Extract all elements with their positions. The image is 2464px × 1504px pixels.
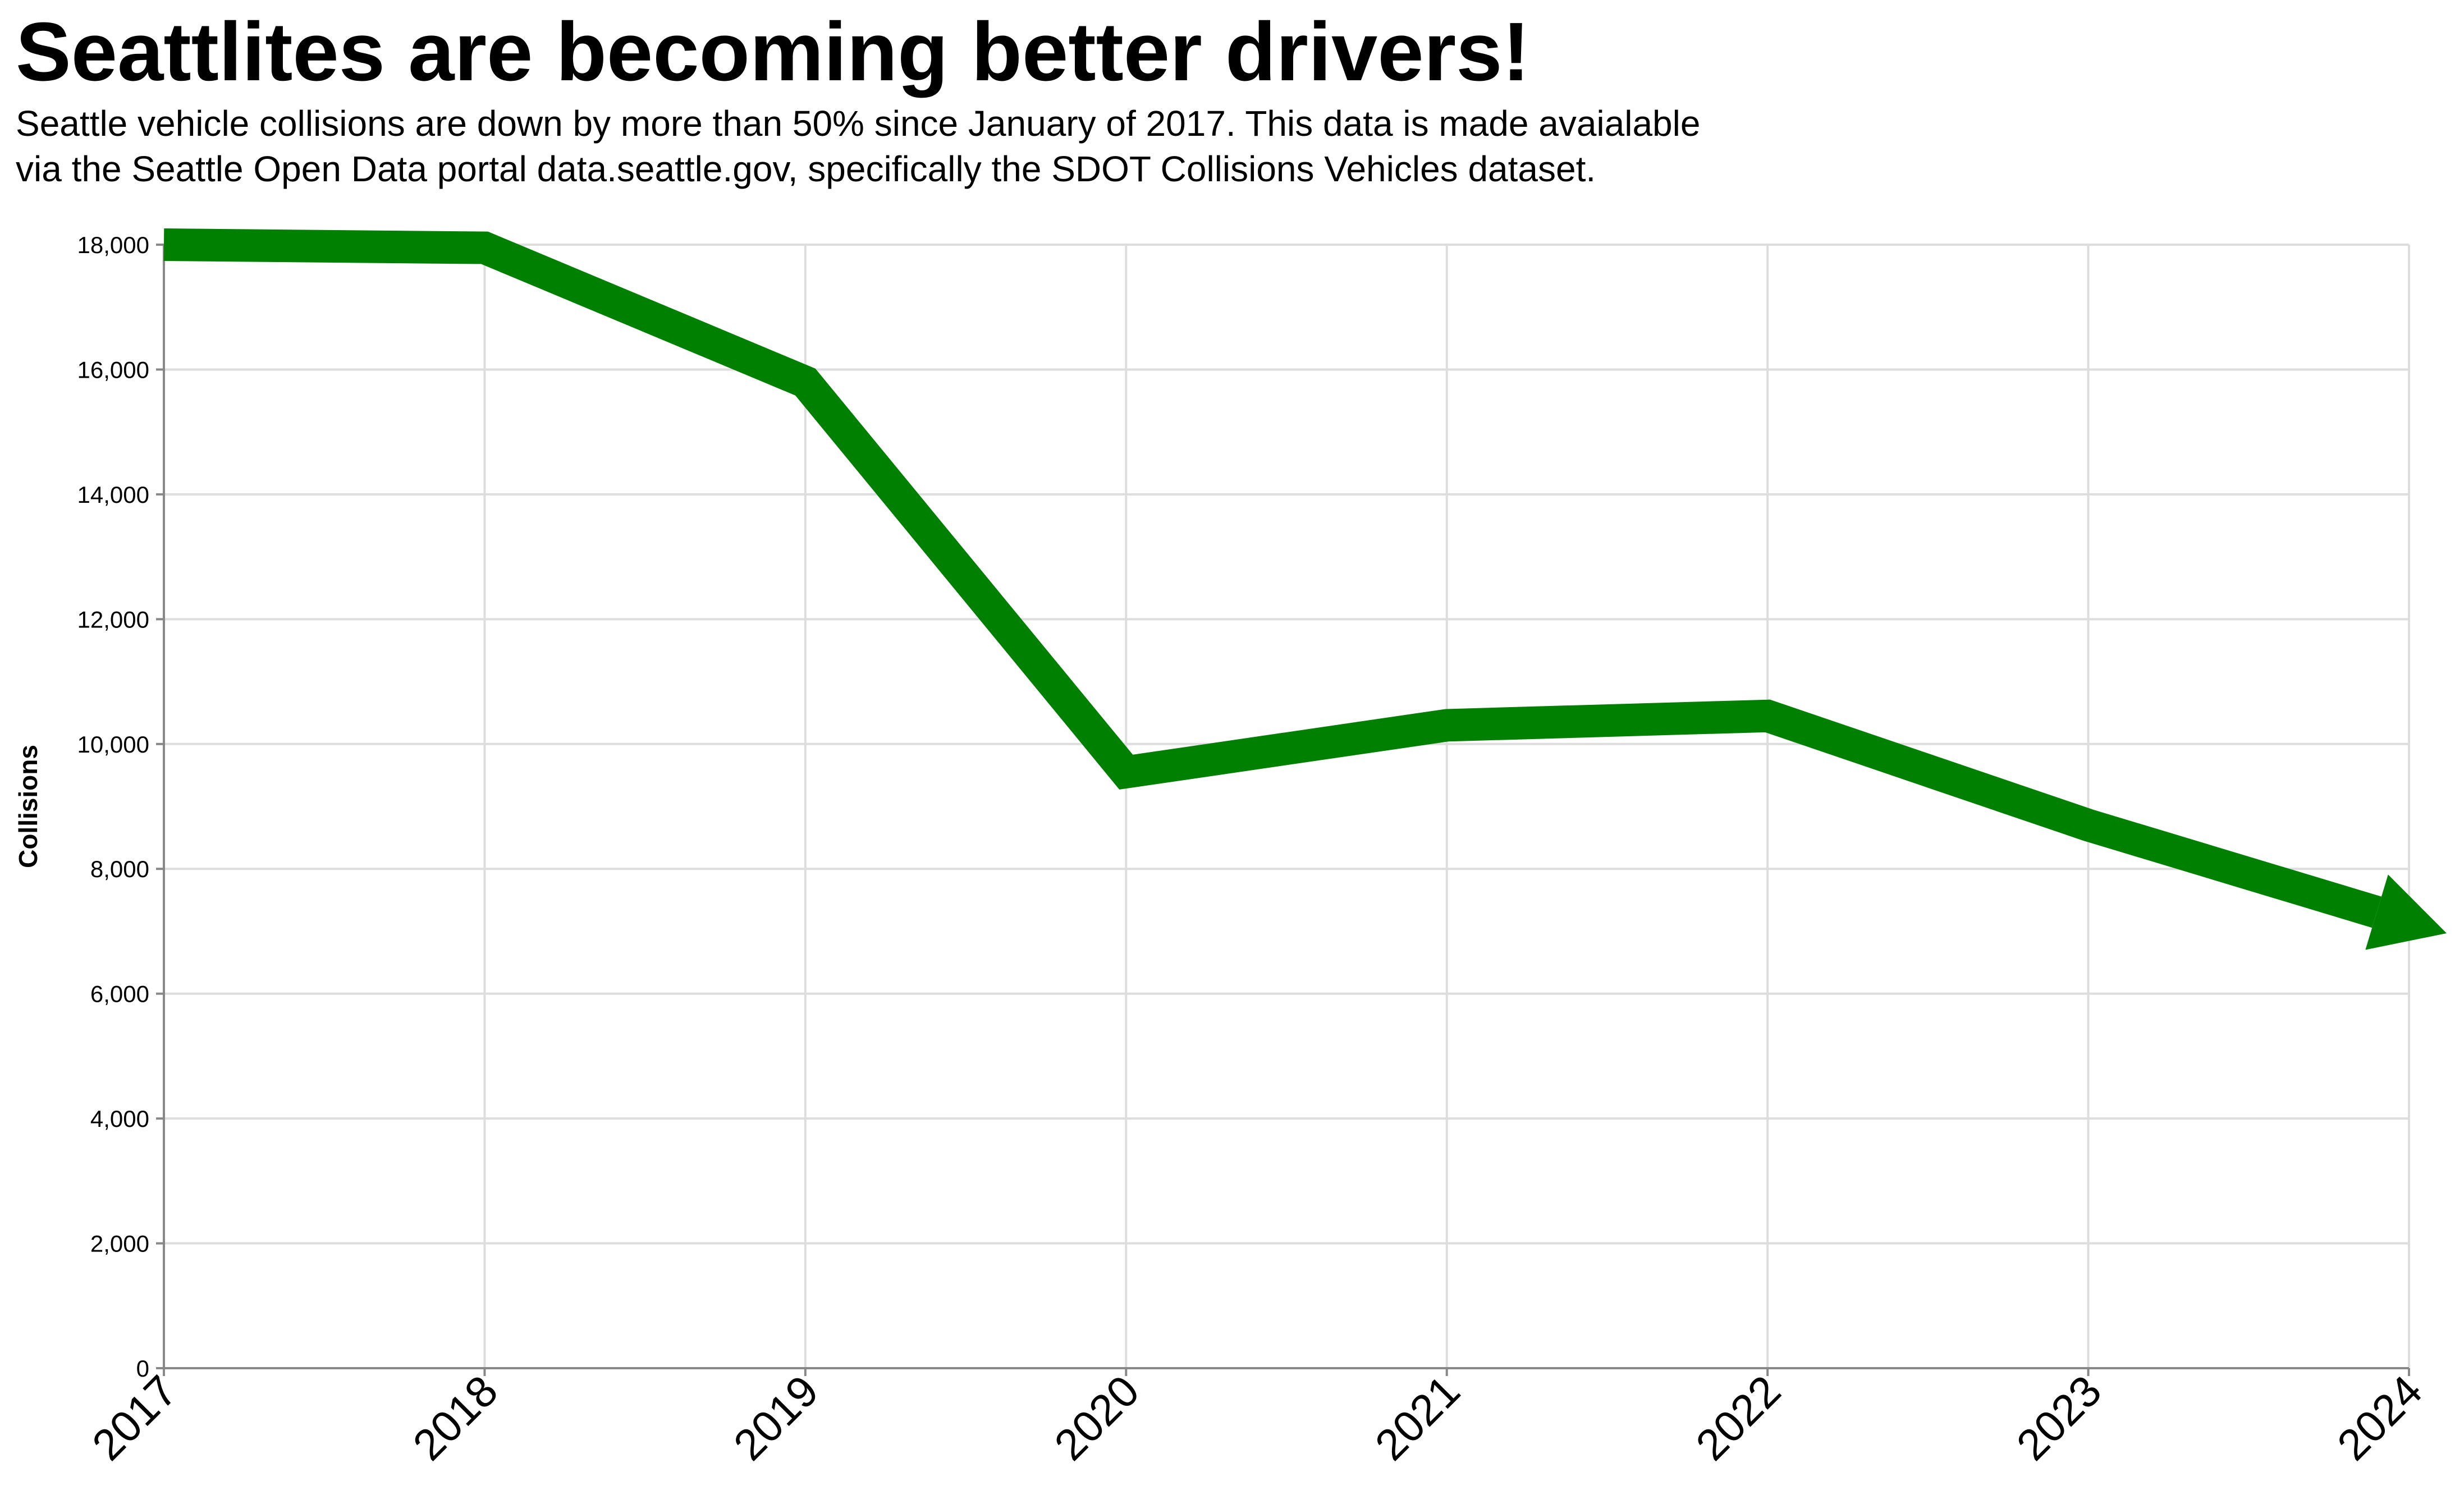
y-tick-label: 16,000: [77, 356, 149, 383]
line-arrowhead: [2365, 874, 2447, 950]
subtitle-line-2: via the Seattle Open Data portal data.se…: [16, 149, 1596, 189]
collisions-series-line: [163, 228, 2381, 928]
tick-labels: 0 2,000 4,000 6,000 8,000 10,000 12,000 14,000 1…: [77, 232, 2431, 1470]
x-tick-label: 2022: [1686, 1366, 1790, 1470]
x-tick-label: 2020: [1045, 1366, 1148, 1470]
axes: [156, 244, 2410, 1376]
x-tick-label: 2017: [83, 1366, 186, 1470]
x-tick-label: 2021: [1366, 1366, 1469, 1470]
y-tick-label: 14,000: [77, 482, 149, 508]
y-tick-label: 18,000: [77, 232, 149, 258]
y-tick-label: 10,000: [77, 731, 149, 758]
y-tick-label: 6,000: [90, 981, 149, 1007]
y-axis-title: Collisions: [13, 745, 43, 868]
y-tick-label: 12,000: [77, 606, 149, 632]
y-tick-label: 2,000: [90, 1231, 149, 1257]
x-tick-label: 2023: [2007, 1366, 2111, 1470]
y-tick-label: 4,000: [90, 1106, 149, 1132]
subtitle-line-1: Seattle vehicle collisions are down by m…: [16, 103, 1701, 144]
x-tick-label: 2018: [404, 1366, 507, 1470]
x-tick-label: 2019: [724, 1366, 828, 1470]
x-tick-label: 2024: [2328, 1366, 2431, 1470]
series-line: [163, 228, 2447, 950]
y-tick-label: 8,000: [90, 856, 149, 882]
y-tick-label: 0: [136, 1355, 149, 1382]
chart-title: Seattlites are becoming better drivers!: [16, 6, 1530, 98]
chart-subtitle: Seattle vehicle collisions are down by m…: [16, 101, 1700, 192]
